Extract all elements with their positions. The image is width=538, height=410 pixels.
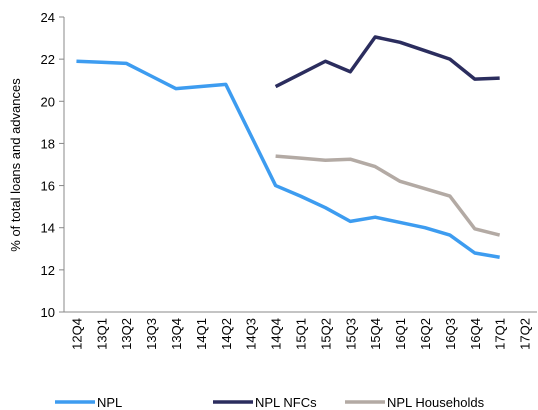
legend-label: NPL Households — [387, 395, 485, 410]
series-line — [275, 154, 501, 237]
y-tick-label: 16 — [41, 179, 55, 194]
x-tick-label: 15Q2 — [318, 318, 333, 350]
x-tick-label: 13Q3 — [144, 318, 159, 350]
y-tick-label: 22 — [41, 52, 55, 67]
x-tick-label: 16Q1 — [393, 318, 408, 350]
x-tick-label: 15Q3 — [343, 318, 358, 350]
x-tick-label: 13Q4 — [169, 318, 184, 350]
x-tick-label: 15Q4 — [368, 318, 383, 350]
x-tick-label: 14Q4 — [269, 318, 284, 350]
y-tick-label: 20 — [41, 94, 55, 109]
x-tick-label: 12Q4 — [69, 318, 84, 350]
x-tick-label: 16Q3 — [443, 318, 458, 350]
x-tick-label: 14Q3 — [244, 318, 259, 350]
series-line — [274, 35, 500, 89]
legend-label: NPL — [97, 395, 122, 410]
x-tick-label: 14Q1 — [194, 318, 209, 350]
series-line — [76, 59, 500, 259]
x-tick-label: 13Q2 — [119, 318, 134, 350]
y-tick-label: 14 — [41, 221, 55, 236]
legend-label: NPL NFCs — [255, 395, 317, 410]
x-tick-label: 13Q1 — [94, 318, 109, 350]
x-tick-label: 16Q4 — [468, 318, 483, 350]
x-tick-label: 15Q1 — [294, 318, 309, 350]
y-tick-label: 24 — [41, 10, 55, 25]
x-tick-label: 14Q2 — [219, 318, 234, 350]
x-tick-label: 16Q2 — [418, 318, 433, 350]
y-tick-label: 18 — [41, 136, 55, 151]
y-axis-title: % of total loans and advances — [8, 78, 23, 252]
y-tick-label: 12 — [41, 263, 55, 278]
y-tick-label: 10 — [41, 305, 55, 320]
x-tick-label: 17Q1 — [493, 318, 508, 350]
x-tick-label: 17Q2 — [518, 318, 533, 350]
